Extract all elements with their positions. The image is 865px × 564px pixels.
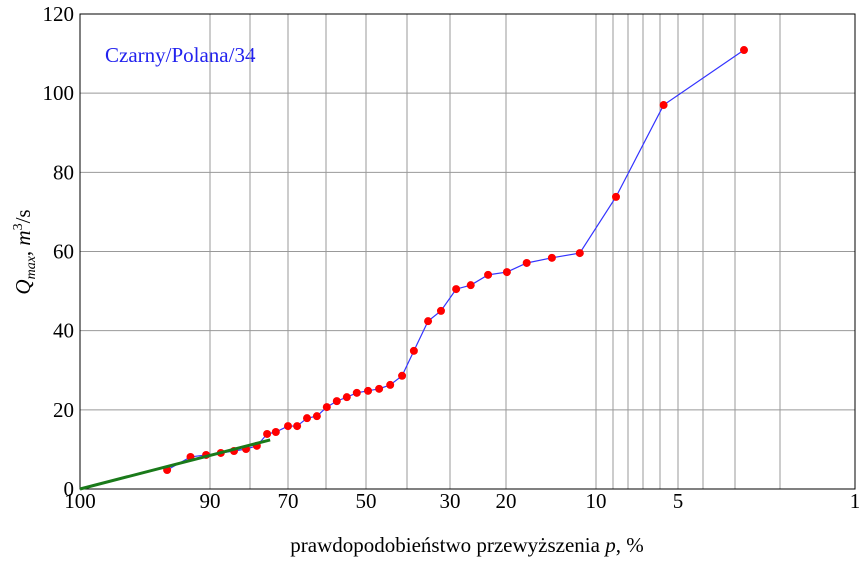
annotation: Czarny/Polana/34 [105, 43, 256, 67]
y-label-sup: 3 [11, 223, 26, 230]
y-label-sep: , [11, 246, 35, 257]
x-tick-label: 50 [356, 489, 377, 513]
y-tick-label: 120 [43, 2, 75, 26]
series-line [166, 49, 745, 471]
y-tick-label: 60 [53, 240, 74, 264]
y-tick-label: 100 [43, 81, 75, 105]
data-point [424, 317, 433, 326]
data-point [659, 101, 668, 110]
data-point [740, 46, 748, 55]
data-point [386, 380, 395, 389]
y-tick-label: 20 [53, 398, 74, 422]
data-point [293, 422, 302, 431]
data-point [547, 253, 556, 262]
x-tick-label: 70 [278, 489, 299, 513]
data-point [375, 384, 384, 393]
y-label-sub: max [24, 255, 39, 279]
data-point [612, 192, 620, 201]
y-tick-label: 40 [53, 319, 74, 343]
data-point [436, 306, 445, 315]
data-point [575, 249, 584, 258]
data-point [342, 393, 351, 402]
y-tick-label: 80 [53, 160, 74, 184]
x-tick-label: 5 [673, 489, 684, 513]
plot-frame [79, 13, 856, 490]
data-point [332, 397, 341, 406]
data-point [466, 281, 475, 290]
x-tick-label: 10 [586, 489, 607, 513]
data-point [484, 270, 493, 279]
data-point [263, 429, 272, 438]
x-tick-label: 100 [64, 489, 96, 513]
y-label-unit: /s [11, 209, 35, 223]
x-axis-label: prawdopodobieństwo przewyższenia p, % [290, 533, 643, 557]
y-axis-label: Qmax, m3/s [11, 209, 39, 294]
series-line [79, 438, 271, 491]
x-label-var: p [603, 533, 616, 557]
data-point [284, 422, 292, 431]
data-point [452, 285, 461, 294]
x-tick-label: 20 [496, 489, 517, 513]
data-point [322, 403, 331, 412]
data-point [398, 371, 407, 380]
data-point [303, 414, 311, 423]
x-label-unit: , % [616, 533, 644, 557]
x-tick-label: 30 [440, 489, 461, 513]
y-label-q: Q [11, 279, 35, 294]
y-label-m: m [11, 230, 35, 245]
x-tick-label: 90 [200, 489, 221, 513]
data-point [352, 388, 361, 397]
x-tick-label: 1 [850, 489, 861, 513]
data-point [271, 428, 280, 436]
data-point [364, 386, 373, 395]
y-tick-label: 0 [64, 477, 75, 501]
data-point [502, 268, 511, 277]
data-point [522, 258, 531, 267]
x-label-text: prawdopodobieństwo przewyższenia [290, 533, 605, 557]
data-point [312, 412, 321, 421]
data-point [409, 346, 418, 355]
